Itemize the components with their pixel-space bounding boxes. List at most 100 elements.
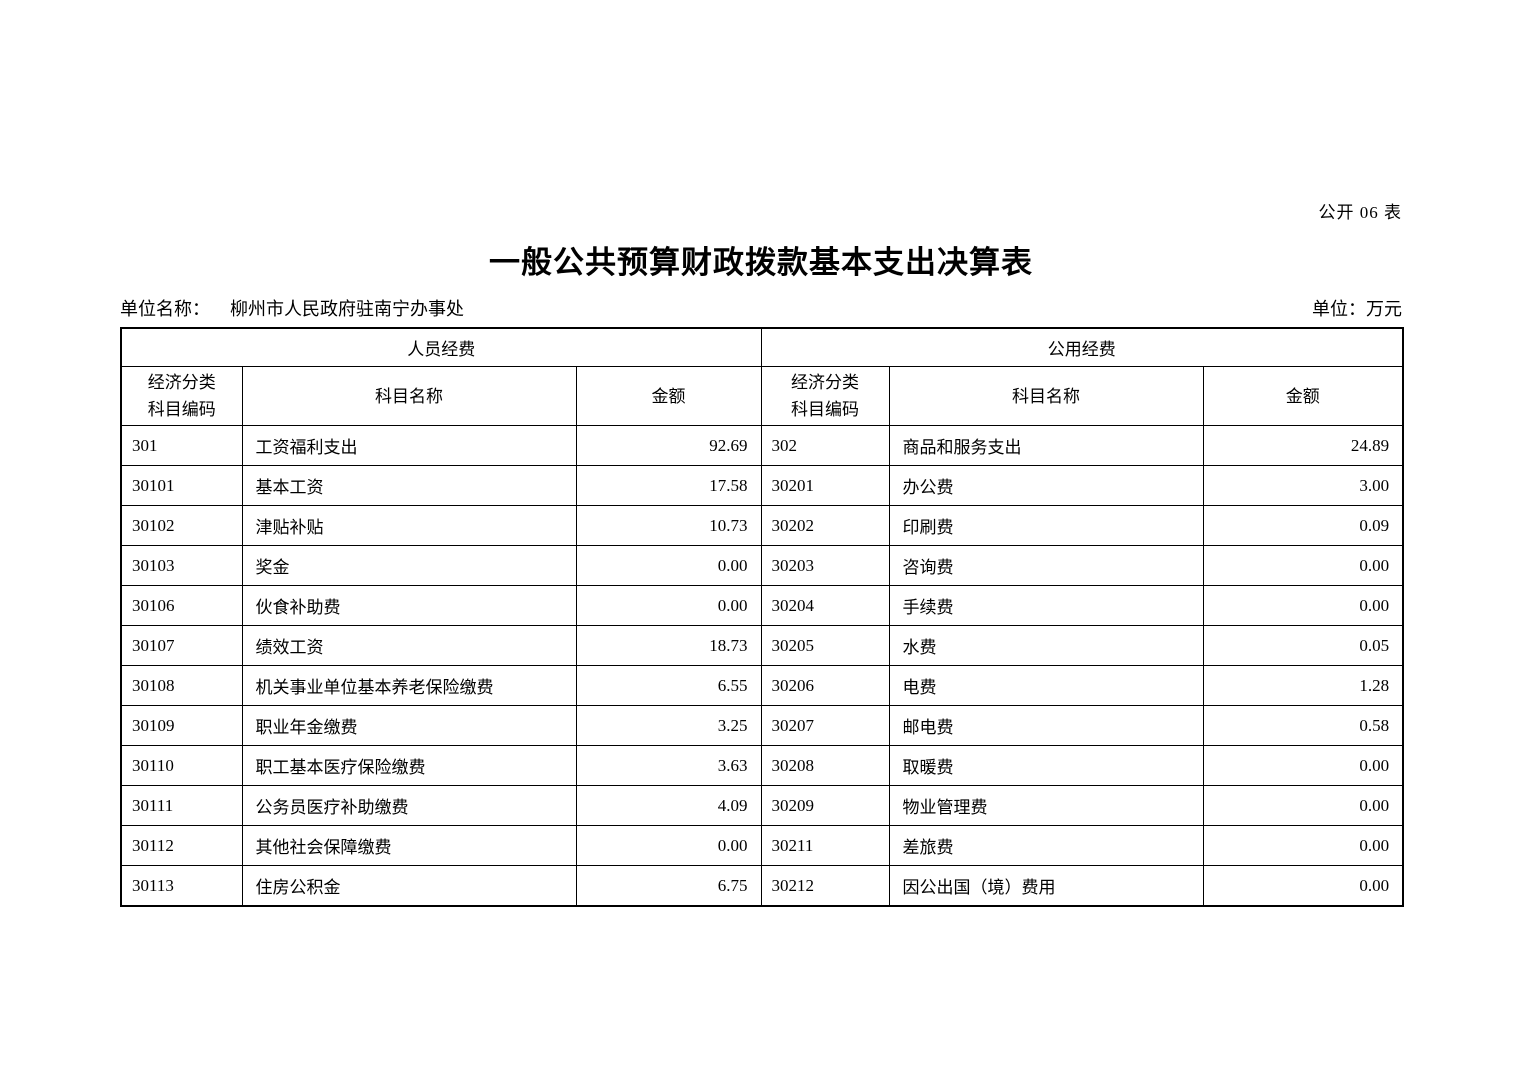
col-header-code-left: 经济分类 科目编码 bbox=[120, 366, 243, 426]
col-header-code-line1: 经济分类 bbox=[147, 373, 216, 392]
cell-name: 基本工资 bbox=[241, 465, 577, 506]
cell-code: 301 bbox=[120, 425, 243, 466]
budget-table: 人员经费 公用经费 经济分类 科目编码 科目名称 金额 经济分类 科目编码 科目… bbox=[120, 327, 1405, 907]
cell-amount: 1.28 bbox=[1202, 665, 1404, 706]
cell-code: 30203 bbox=[760, 545, 890, 586]
cell-name: 办公费 bbox=[888, 465, 1204, 506]
table-row: 30111 公务员医疗补助缴费 4.09 30209 物业管理费 0.00 bbox=[120, 785, 1404, 826]
cell-code: 302 bbox=[760, 425, 890, 466]
cell-code: 30211 bbox=[760, 825, 890, 866]
cell-amount: 0.00 bbox=[1202, 785, 1404, 826]
cell-amount: 0.00 bbox=[1202, 745, 1404, 786]
cell-code: 30208 bbox=[760, 745, 890, 786]
table-row: 30112 其他社会保障缴费 0.00 30211 差旅费 0.00 bbox=[120, 825, 1404, 866]
table-row: 30106 伙食补助费 0.00 30204 手续费 0.00 bbox=[120, 585, 1404, 626]
unit-of-measure: 单位：万元 bbox=[1312, 299, 1402, 319]
cell-code: 30202 bbox=[760, 505, 890, 546]
cell-name: 绩效工资 bbox=[241, 625, 577, 666]
cell-code: 30113 bbox=[120, 865, 243, 907]
cell-name: 公务员医疗补助缴费 bbox=[241, 785, 577, 826]
form-number: 公开 06 表 bbox=[1318, 203, 1402, 222]
cell-amount: 4.09 bbox=[575, 785, 762, 826]
cell-code: 30201 bbox=[760, 465, 890, 506]
cell-code: 30207 bbox=[760, 705, 890, 746]
cell-amount: 17.58 bbox=[575, 465, 762, 506]
table-row: 30109 职业年金缴费 3.25 30207 邮电费 0.58 bbox=[120, 705, 1404, 746]
cell-name: 取暖费 bbox=[888, 745, 1204, 786]
cell-name: 其他社会保障缴费 bbox=[241, 825, 577, 866]
table-row: 30102 津贴补贴 10.73 30202 印刷费 0.09 bbox=[120, 505, 1404, 546]
cell-amount: 6.55 bbox=[575, 665, 762, 706]
col-header-amount-left: 金额 bbox=[575, 366, 762, 426]
cell-amount: 3.25 bbox=[575, 705, 762, 746]
cell-code: 30110 bbox=[120, 745, 243, 786]
cell-amount: 0.00 bbox=[1202, 865, 1404, 907]
table-row: 30110 职工基本医疗保险缴费 3.63 30208 取暖费 0.00 bbox=[120, 745, 1404, 786]
cell-name: 邮电费 bbox=[888, 705, 1204, 746]
cell-name: 水费 bbox=[888, 625, 1204, 666]
cell-name: 物业管理费 bbox=[888, 785, 1204, 826]
table-row: 30107 绩效工资 18.73 30205 水费 0.05 bbox=[120, 625, 1404, 666]
column-header-row: 经济分类 科目编码 科目名称 金额 经济分类 科目编码 科目名称 金额 bbox=[120, 366, 1404, 426]
cell-amount: 18.73 bbox=[575, 625, 762, 666]
cell-name: 手续费 bbox=[888, 585, 1204, 626]
cell-name: 奖金 bbox=[241, 545, 577, 586]
meta-row: 单位名称： 柳州市人民政府驻南宁办事处 单位：万元 bbox=[120, 295, 1402, 321]
cell-name: 住房公积金 bbox=[241, 865, 577, 907]
cell-amount: 92.69 bbox=[575, 425, 762, 466]
cell-amount: 0.58 bbox=[1202, 705, 1404, 746]
cell-name: 商品和服务支出 bbox=[888, 425, 1204, 466]
col-header-code-right: 经济分类 科目编码 bbox=[760, 366, 890, 426]
table-row: 30103 奖金 0.00 30203 咨询费 0.00 bbox=[120, 545, 1404, 586]
col-header-name-left: 科目名称 bbox=[241, 366, 577, 426]
col-header-code-line2: 科目编码 bbox=[791, 400, 860, 419]
cell-name: 职业年金缴费 bbox=[241, 705, 577, 746]
col-header-code-line2: 科目编码 bbox=[147, 400, 216, 419]
group-header-public-funds: 公用经费 bbox=[760, 327, 1404, 367]
group-header-personnel-funds: 人员经费 bbox=[120, 327, 762, 367]
table-row: 30113 住房公积金 6.75 30212 因公出国（境）费用 0.00 bbox=[120, 865, 1404, 907]
cell-amount: 10.73 bbox=[575, 505, 762, 546]
cell-code: 30209 bbox=[760, 785, 890, 826]
cell-code: 30102 bbox=[120, 505, 243, 546]
cell-code: 30107 bbox=[120, 625, 243, 666]
cell-amount: 0.00 bbox=[575, 545, 762, 586]
cell-name: 工资福利支出 bbox=[241, 425, 577, 466]
cell-name: 津贴补贴 bbox=[241, 505, 577, 546]
col-header-code-line1: 经济分类 bbox=[791, 373, 860, 392]
cell-code: 30212 bbox=[760, 865, 890, 907]
cell-amount: 6.75 bbox=[575, 865, 762, 907]
table-row: 30108 机关事业单位基本养老保险缴费 6.55 30206 电费 1.28 bbox=[120, 665, 1404, 706]
page-title: 一般公共预算财政拨款基本支出决算表 bbox=[489, 245, 1033, 280]
cell-name: 咨询费 bbox=[888, 545, 1204, 586]
cell-amount: 3.63 bbox=[575, 745, 762, 786]
cell-code: 30103 bbox=[120, 545, 243, 586]
cell-code: 30108 bbox=[120, 665, 243, 706]
cell-code: 30206 bbox=[760, 665, 890, 706]
cell-amount: 0.09 bbox=[1202, 505, 1404, 546]
cell-code: 30204 bbox=[760, 585, 890, 626]
cell-code: 30101 bbox=[120, 465, 243, 506]
cell-name: 因公出国（境）费用 bbox=[888, 865, 1204, 907]
table-body: 301 工资福利支出 92.69 302 商品和服务支出 24.89 30101 基本工资 17… bbox=[120, 425, 1404, 907]
cell-code: 30106 bbox=[120, 585, 243, 626]
cell-name: 伙食补助费 bbox=[241, 585, 577, 626]
cell-amount: 0.00 bbox=[1202, 585, 1404, 626]
cell-name: 差旅费 bbox=[888, 825, 1204, 866]
cell-amount: 0.00 bbox=[575, 825, 762, 866]
table-row: 301 工资福利支出 92.69 302 商品和服务支出 24.89 bbox=[120, 425, 1404, 466]
cell-name: 职工基本医疗保险缴费 bbox=[241, 745, 577, 786]
col-header-name-right: 科目名称 bbox=[888, 366, 1204, 426]
cell-amount: 0.05 bbox=[1202, 625, 1404, 666]
cell-code: 30109 bbox=[120, 705, 243, 746]
group-header-row: 人员经费 公用经费 bbox=[120, 327, 1404, 367]
cell-code: 30111 bbox=[120, 785, 243, 826]
cell-code: 30112 bbox=[120, 825, 243, 866]
cell-amount: 24.89 bbox=[1202, 425, 1404, 466]
cell-code: 30205 bbox=[760, 625, 890, 666]
cell-amount: 3.00 bbox=[1202, 465, 1404, 506]
cell-amount: 0.00 bbox=[1202, 825, 1404, 866]
unit-name-label: 单位名称： bbox=[120, 299, 210, 319]
cell-amount: 0.00 bbox=[575, 585, 762, 626]
cell-name: 印刷费 bbox=[888, 505, 1204, 546]
